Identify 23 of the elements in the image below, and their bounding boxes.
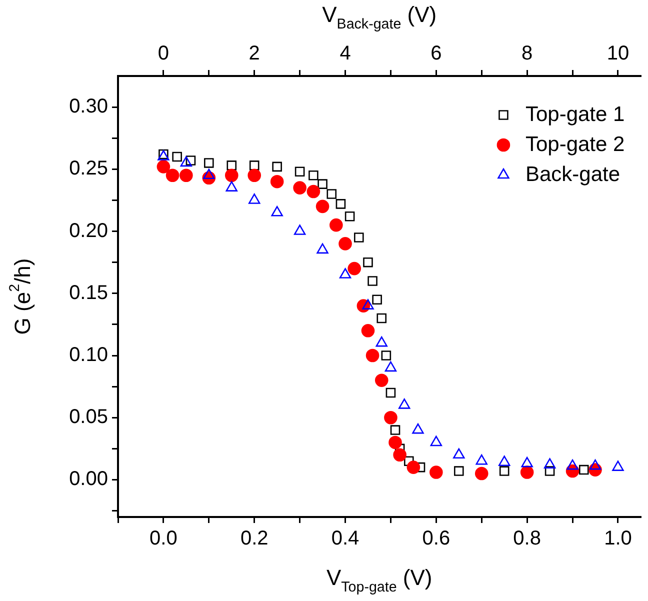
- y-tick-label: 0.20: [69, 220, 108, 242]
- legend-label: Top-gate 2: [525, 132, 625, 156]
- legend-label: Top-gate 1: [525, 102, 625, 126]
- x2-tick-label: 10: [606, 42, 630, 65]
- x-tick-label: 1.0: [604, 528, 632, 550]
- x2-tick-label: 4: [340, 42, 351, 65]
- y-tick-label: 0.00: [69, 468, 108, 490]
- y-tick-label: 0.25: [69, 158, 108, 180]
- x-tick-label: 0.8: [513, 528, 541, 550]
- x2-tick-label: 6: [430, 42, 442, 65]
- y-tick-label: 0.05: [69, 406, 108, 428]
- legend-label: Back-gate: [525, 162, 620, 186]
- x-tick-label: 0.0: [150, 528, 178, 550]
- y-tick-label: 0.10: [69, 344, 108, 366]
- x-tick-label: 0.4: [331, 528, 360, 550]
- x2-tick-label: 0: [158, 42, 170, 65]
- x2-tick-label: 2: [248, 42, 260, 65]
- x-tick-label: 0.2: [240, 528, 268, 550]
- x-tick-label: 0.6: [422, 528, 450, 550]
- y-axis-title: G (e2/h): [7, 258, 36, 335]
- y-tick-label: 0.15: [69, 282, 108, 304]
- x2-tick-label: 8: [522, 42, 533, 65]
- y-tick-label: 0.30: [69, 96, 108, 118]
